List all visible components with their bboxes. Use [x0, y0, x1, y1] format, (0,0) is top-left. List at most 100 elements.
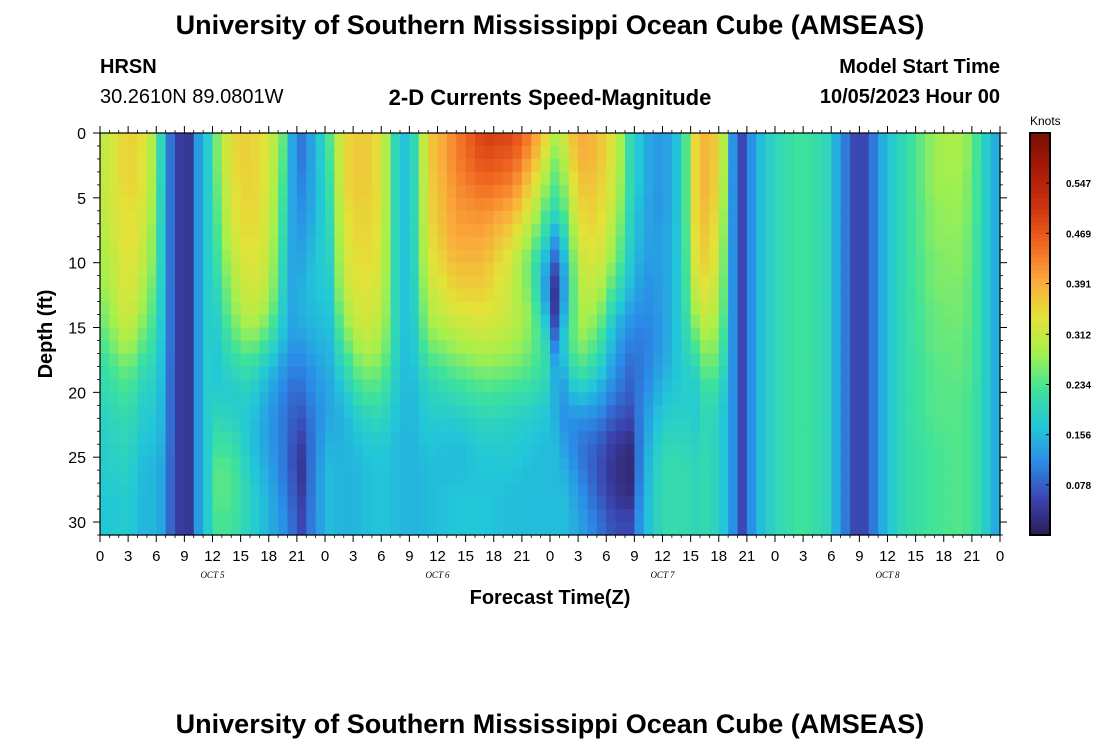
heat-cell: [896, 522, 907, 536]
heat-cell: [306, 236, 317, 251]
colorbar-segment: [1030, 261, 1050, 267]
heat-cell: [465, 470, 476, 484]
heat-cell: [371, 392, 382, 406]
heat-cell: [175, 340, 185, 355]
heat-cell: [756, 379, 767, 393]
heat-cell: [475, 301, 485, 316]
heat-cell: [334, 288, 345, 303]
heat-cell: [887, 509, 898, 523]
heat-cell: [831, 509, 842, 523]
colorbar-segment: [1030, 281, 1050, 287]
heat-cell: [887, 197, 898, 212]
heat-cell: [709, 392, 720, 406]
heat-cell: [728, 210, 739, 225]
heat-cell: [259, 496, 270, 510]
heat-cell: [184, 340, 195, 355]
heat-cell: [953, 262, 964, 277]
heat-cell: [484, 327, 495, 342]
heat-cell: [596, 457, 607, 471]
heat-cell: [212, 353, 223, 368]
heat-cell: [446, 314, 457, 329]
heat-cell: [681, 405, 692, 419]
heat-cell: [662, 223, 673, 238]
heat-cell: [221, 314, 232, 329]
heat-cell: [475, 483, 485, 497]
heat-cell: [878, 314, 889, 329]
y-tick-label: 5: [77, 191, 86, 208]
heat-cell: [503, 223, 514, 238]
heat-cell: [128, 184, 139, 199]
heat-cell: [990, 353, 1001, 368]
heat-cell: [531, 340, 542, 355]
heat-cell: [343, 184, 354, 199]
heat-cell: [315, 522, 326, 536]
heat-cell: [803, 340, 814, 355]
heat-cell: [456, 249, 467, 264]
heat-cell: [296, 444, 307, 458]
heat-cell: [568, 483, 579, 497]
x-tick-label: 9: [855, 548, 863, 565]
heat-cell: [793, 457, 804, 471]
heat-cell: [934, 444, 945, 458]
colorbar-segment: [1030, 406, 1050, 411]
colorbar-segment: [1030, 229, 1050, 235]
heat-cell: [859, 223, 870, 238]
heat-cell: [559, 236, 570, 251]
heat-cell: [165, 366, 176, 380]
heat-cell: [634, 496, 645, 510]
colorbar-segment: [1030, 197, 1050, 202]
heat-cell: [240, 340, 251, 355]
colorbar-segment: [1030, 149, 1050, 154]
heat-cell: [231, 340, 242, 355]
heat-cell: [878, 379, 889, 393]
heat-cell: [887, 366, 898, 380]
heat-cell: [400, 392, 410, 406]
heat-cell: [859, 236, 870, 251]
heat-cell: [700, 418, 710, 432]
heat-cell: [578, 249, 589, 264]
heat-cell: [953, 431, 964, 445]
heat-cell: [803, 197, 814, 212]
heat-cell: [765, 327, 776, 342]
heat-cell: [203, 158, 214, 173]
heat-cell: [737, 483, 748, 497]
heat-cell: [840, 262, 851, 277]
heat-cell: [653, 197, 664, 212]
heat-cell: [728, 197, 739, 212]
heat-cell: [465, 418, 476, 432]
heat-cell: [475, 470, 485, 484]
heat-cell: [850, 275, 860, 290]
heat-cell: [250, 509, 260, 523]
heat-cell: [184, 171, 195, 186]
colorbar-segment: [1030, 297, 1050, 303]
heat-cell: [493, 197, 504, 212]
heat-cell: [681, 470, 692, 484]
heat-cell: [400, 145, 410, 160]
heat-cell: [831, 314, 842, 329]
heat-cell: [653, 288, 664, 303]
heat-cell: [296, 314, 307, 329]
heat-cell: [531, 509, 542, 523]
heat-cell: [343, 275, 354, 290]
heat-cell: [643, 431, 654, 445]
colorbar-segment: [1030, 205, 1050, 210]
heat-cell: [850, 158, 860, 173]
heat-cell: [765, 249, 776, 264]
heat-cell: [118, 133, 129, 147]
heat-cell: [765, 184, 776, 199]
heat-cell: [559, 314, 570, 329]
heat-cell: [953, 210, 964, 225]
heat-cell: [315, 353, 326, 368]
heat-cell: [446, 327, 457, 342]
heat-cell: [953, 158, 964, 173]
heat-cell: [643, 171, 654, 186]
heat-cell: [775, 405, 785, 419]
heat-cell: [240, 197, 251, 212]
heat-cell: [137, 288, 148, 303]
colorbar-segment: [1030, 325, 1050, 331]
heat-cell: [437, 405, 448, 419]
heat-cell: [990, 133, 1001, 147]
heat-cell: [390, 197, 401, 212]
heat-cell: [109, 405, 120, 419]
colorbar-tick-label: 0.078: [1066, 481, 1091, 492]
